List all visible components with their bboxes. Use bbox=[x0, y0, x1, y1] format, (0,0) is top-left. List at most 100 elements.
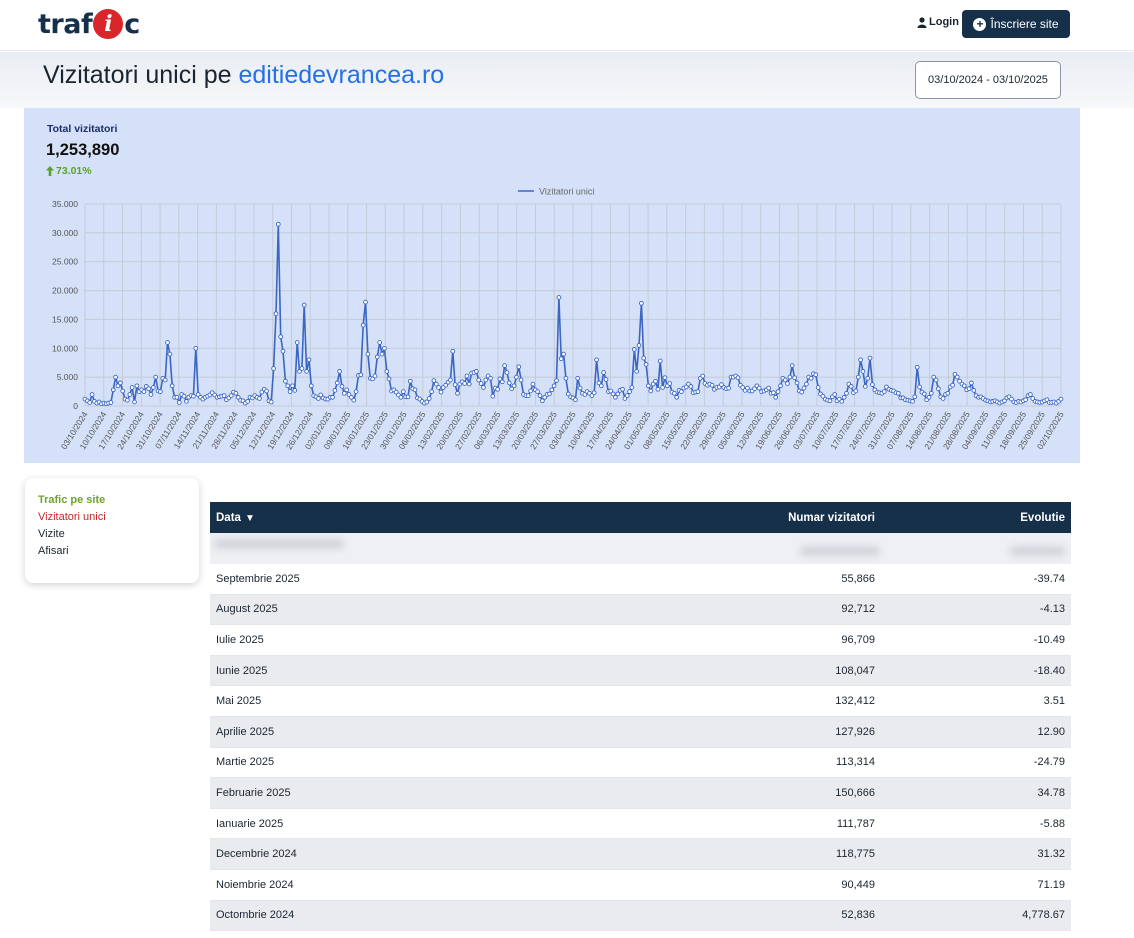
y-tick-label: 25.000 bbox=[52, 257, 78, 267]
table-row: Octombrie 2024 52,836 4,778.67 bbox=[210, 900, 1071, 932]
data-point bbox=[264, 388, 269, 394]
data-point bbox=[801, 385, 807, 391]
menu-item-trafic[interactable]: Trafic pe site bbox=[38, 494, 106, 506]
monthly-table: Data ▼ Numar vizitatori Evolutie Septembr… bbox=[210, 502, 1071, 932]
data-point bbox=[624, 393, 630, 398]
row-evolution: -4.13 bbox=[1039, 603, 1065, 616]
row-evolution: 12.90 bbox=[1037, 725, 1065, 738]
total-visitors-label: Total vizitatori bbox=[47, 123, 118, 135]
data-point bbox=[848, 384, 854, 389]
data-point bbox=[436, 385, 441, 390]
data-point bbox=[275, 221, 281, 227]
data-point bbox=[452, 382, 458, 387]
col-data-header[interactable]: Data ▼ bbox=[210, 512, 570, 524]
data-point bbox=[506, 380, 512, 386]
row-month: Octombrie 2024 bbox=[216, 909, 295, 922]
data-point bbox=[129, 385, 135, 390]
data-point bbox=[426, 396, 432, 401]
table-row: Noiembrie 2024 90,449 71.19 bbox=[210, 869, 1071, 901]
data-point bbox=[785, 381, 790, 386]
row-month: Februarie 2025 bbox=[216, 786, 291, 799]
data-point bbox=[957, 378, 962, 384]
data-point bbox=[853, 388, 859, 394]
data-point bbox=[969, 380, 974, 386]
data-point bbox=[862, 384, 868, 389]
data-point bbox=[483, 377, 489, 383]
col-visitors-header[interactable]: Numar vizitatori bbox=[788, 511, 875, 524]
menu-item-vizite[interactable]: Vizite bbox=[38, 528, 65, 540]
data-point bbox=[775, 389, 781, 394]
data-point bbox=[631, 347, 637, 352]
blur-mark bbox=[1010, 547, 1065, 555]
data-point bbox=[431, 378, 437, 383]
data-point bbox=[332, 388, 338, 393]
user-icon bbox=[917, 16, 927, 28]
top-navbar: traf i c Login + Înscriere site bbox=[0, 0, 1134, 51]
data-point bbox=[374, 354, 380, 360]
y-tick-label: 20.000 bbox=[52, 286, 78, 296]
data-point bbox=[563, 375, 569, 381]
menu-item-vizitatori-unici[interactable]: Vizitatori unici bbox=[38, 511, 106, 523]
data-point bbox=[752, 386, 757, 392]
menu-item-afisari[interactable]: Afisari bbox=[38, 545, 69, 557]
blur-mark bbox=[800, 547, 880, 555]
site-name-link[interactable]: editiedevrancea.ro bbox=[238, 61, 445, 89]
data-point bbox=[855, 374, 861, 380]
data-point bbox=[193, 345, 199, 351]
data-point bbox=[363, 299, 368, 305]
data-point bbox=[346, 392, 352, 397]
data-point bbox=[308, 383, 314, 389]
data-point bbox=[573, 397, 578, 403]
data-point bbox=[344, 387, 350, 393]
data-point bbox=[278, 334, 284, 340]
row-evolution: -24.79 bbox=[1033, 756, 1065, 769]
data-point bbox=[125, 397, 130, 403]
data-point bbox=[283, 378, 288, 384]
data-point bbox=[382, 345, 387, 351]
data-point bbox=[667, 381, 673, 386]
data-point bbox=[841, 394, 847, 400]
data-point bbox=[285, 383, 291, 389]
blur-mark bbox=[214, 540, 344, 548]
col-evolution-header[interactable]: Evolutie bbox=[1020, 511, 1065, 524]
data-point bbox=[655, 386, 661, 392]
signup-button[interactable]: + Înscriere site bbox=[962, 10, 1070, 38]
data-point bbox=[365, 351, 371, 357]
data-point bbox=[132, 399, 137, 405]
data-point bbox=[525, 393, 531, 398]
data-point bbox=[167, 351, 173, 357]
trafic-logo[interactable]: traf i c bbox=[38, 8, 140, 40]
table-row: Martie 2025 113,314 -24.79 bbox=[210, 747, 1071, 779]
data-point bbox=[87, 400, 93, 405]
date-range-picker[interactable]: 03/10/2024 - 03/10/2025 bbox=[915, 61, 1061, 99]
data-point bbox=[448, 377, 453, 383]
data-point bbox=[657, 358, 663, 364]
data-point bbox=[377, 340, 383, 345]
data-point bbox=[353, 389, 359, 394]
data-point bbox=[603, 377, 609, 382]
data-point bbox=[379, 351, 385, 357]
total-change: 73.01% bbox=[46, 165, 92, 177]
data-point bbox=[191, 393, 196, 399]
data-point bbox=[933, 377, 939, 383]
row-evolution: 4,778.67 bbox=[1022, 909, 1065, 922]
data-point bbox=[931, 374, 937, 380]
sort-down-icon: ▼ bbox=[244, 512, 255, 524]
visitors-line-chart[interactable]: 0 5.000 10.000 15.000 20.000 25.000 30.000 35.0… bbox=[24, 180, 1080, 463]
data-point bbox=[318, 392, 324, 398]
signup-label: Înscriere site bbox=[990, 17, 1059, 31]
data-point bbox=[650, 381, 656, 387]
data-point bbox=[290, 383, 295, 389]
data-point bbox=[808, 375, 814, 381]
data-point bbox=[634, 369, 640, 374]
data-point bbox=[257, 396, 262, 401]
data-point bbox=[700, 373, 706, 379]
data-point bbox=[679, 389, 684, 394]
data-point bbox=[490, 393, 496, 399]
data-point bbox=[643, 362, 649, 367]
data-point bbox=[653, 378, 658, 384]
data-point bbox=[867, 355, 873, 361]
login-link[interactable]: Login bbox=[917, 16, 959, 28]
data-point bbox=[271, 366, 276, 371]
data-point bbox=[542, 394, 548, 400]
